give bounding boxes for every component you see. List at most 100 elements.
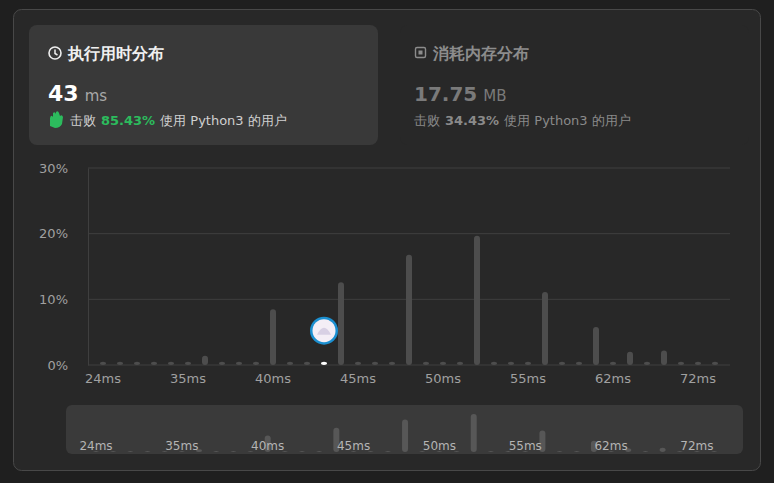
memory-beats: 击败34.43%使用 Python3 的用户 — [414, 113, 631, 128]
grid-line — [88, 168, 730, 169]
overview-bar — [385, 451, 391, 453]
bar[interactable] — [168, 362, 174, 365]
overview-tick: 40ms — [251, 439, 284, 453]
bar[interactable] — [338, 282, 344, 365]
bar[interactable] — [576, 362, 582, 365]
grid — [88, 168, 730, 365]
chip-body — [416, 48, 426, 58]
x-tick-label: 55ms — [510, 371, 546, 386]
overview-bar — [316, 451, 322, 453]
bar[interactable] — [695, 362, 701, 365]
bar[interactable] — [151, 362, 157, 365]
y-tick-label: 0% — [47, 358, 68, 373]
bar[interactable] — [389, 362, 395, 365]
memory-card[interactable] — [400, 25, 749, 145]
clock-icon — [49, 47, 61, 59]
bar[interactable] — [287, 362, 293, 365]
bar[interactable] — [185, 362, 191, 365]
bar[interactable] — [678, 362, 684, 365]
overview-tick: 62ms — [594, 439, 627, 453]
overview-bar — [144, 451, 150, 453]
bar[interactable] — [270, 309, 276, 365]
bar[interactable] — [372, 362, 378, 365]
overview-tick: 50ms — [423, 439, 456, 453]
chart-svg: 执行用时分布43ms击败85.43%使用 Python3 的用户消耗内存分布17… — [0, 0, 774, 483]
y-tick-label: 20% — [39, 226, 68, 241]
memory-value: 17.75 — [414, 82, 477, 106]
runtime-value-text: 43ms — [48, 81, 107, 106]
x-tick-label: 24ms — [85, 371, 121, 386]
bar[interactable] — [644, 362, 650, 365]
runtime-beats: 击败85.43%使用 Python3 的用户 — [70, 113, 287, 128]
panel — [14, 10, 761, 471]
bar[interactable] — [440, 362, 446, 365]
bar[interactable] — [610, 362, 616, 365]
bar[interactable] — [253, 362, 259, 365]
bar[interactable] — [712, 362, 718, 365]
overview-bar — [402, 420, 408, 452]
y-axis-line — [88, 169, 89, 366]
bar[interactable] — [508, 362, 514, 365]
overview-tick: 24ms — [79, 439, 112, 453]
bar[interactable] — [100, 362, 106, 365]
bar[interactable] — [593, 327, 599, 365]
bar[interactable] — [627, 352, 633, 365]
x-tick-label: 72ms — [680, 371, 716, 386]
overview-bar — [127, 451, 133, 453]
grid-line — [88, 233, 730, 234]
beats-icon — [50, 111, 63, 128]
y-tick: 20% — [39, 226, 88, 241]
bar[interactable] — [474, 236, 480, 365]
overview-panel[interactable] — [66, 405, 743, 454]
bar[interactable] — [525, 362, 531, 365]
bar[interactable] — [202, 356, 208, 365]
beats-value: 34.43% — [445, 113, 499, 128]
overview-bar — [230, 451, 236, 453]
bar[interactable] — [423, 362, 429, 365]
bar[interactable] — [355, 362, 361, 365]
beats-value: 85.43% — [101, 113, 155, 128]
hand-shape — [50, 111, 63, 128]
bar[interactable] — [117, 362, 123, 365]
overview-bar — [213, 451, 219, 453]
x-tick: 24ms — [85, 365, 121, 386]
bar[interactable] — [406, 255, 412, 365]
overview-tick-label: 50ms — [423, 439, 456, 453]
runtime-unit: ms — [85, 87, 108, 105]
runtime-title: 执行用时分布 — [67, 44, 164, 63]
bar[interactable] — [559, 362, 565, 365]
overview-bar — [557, 451, 563, 453]
x-tick: 72ms — [680, 365, 716, 386]
overview-bar — [471, 414, 477, 452]
bar[interactable] — [304, 362, 310, 365]
overview-x-axis: 24ms35ms40ms45ms50ms55ms62ms72ms — [79, 439, 713, 453]
bar[interactable] — [542, 292, 548, 365]
beats-prefix: 击败 — [70, 113, 96, 128]
beats-prefix: 击败 — [414, 113, 440, 128]
marker-ring — [310, 317, 338, 345]
overview-bars — [93, 414, 717, 452]
memory-title: 消耗内存分布 — [432, 44, 529, 63]
bar[interactable] — [236, 362, 242, 365]
page: 执行用时分布43ms击败85.43%使用 Python3 的用户消耗内存分布17… — [0, 0, 774, 483]
x-tick: 40ms — [255, 365, 291, 386]
overview-bar — [299, 451, 305, 453]
bar[interactable] — [661, 351, 667, 365]
overview-tick-label: 45ms — [337, 439, 370, 453]
overview-tick-label: 24ms — [79, 439, 112, 453]
chip-core — [419, 51, 423, 55]
bar[interactable] — [321, 362, 327, 365]
overview-bar — [488, 451, 494, 453]
bar[interactable] — [457, 362, 463, 365]
chip-icon — [416, 48, 426, 58]
bar[interactable] — [219, 362, 225, 365]
x-axis: 24ms35ms40ms45ms50ms55ms62ms72ms — [85, 365, 724, 386]
overview-tick-label: 62ms — [594, 439, 627, 453]
x-tick: 55ms — [510, 365, 546, 386]
runtime-card[interactable] — [29, 25, 378, 145]
x-axis-line — [95, 365, 724, 366]
overview-tick: 72ms — [680, 439, 713, 453]
bar[interactable] — [134, 362, 140, 365]
marker-avatar — [313, 319, 336, 342]
bar[interactable] — [491, 362, 497, 365]
